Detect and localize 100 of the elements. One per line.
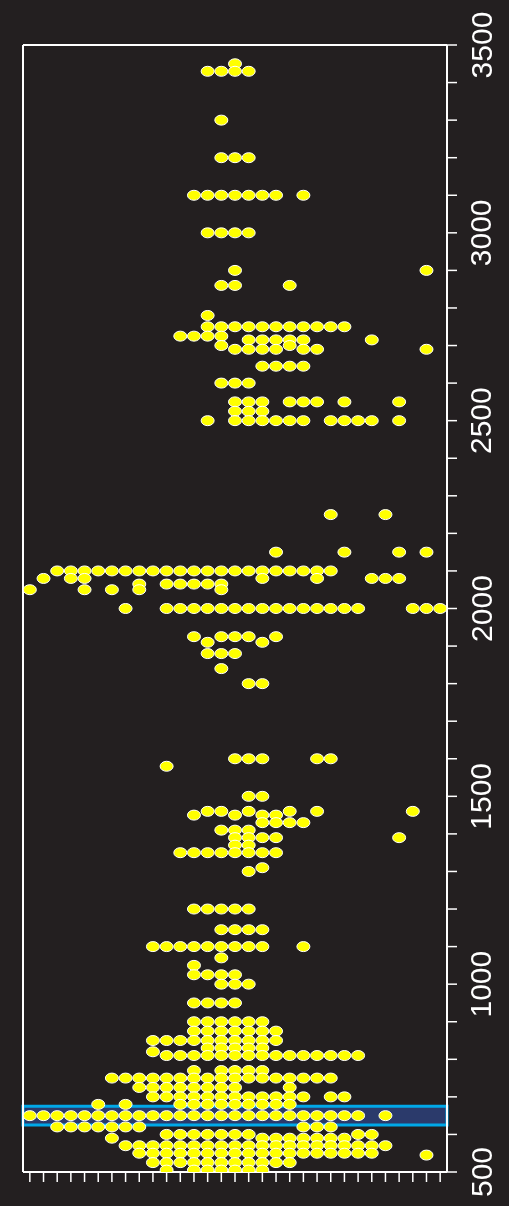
point <box>351 1050 366 1062</box>
point <box>186 1035 201 1047</box>
point <box>186 997 201 1009</box>
point <box>419 546 434 558</box>
point <box>228 1072 242 1084</box>
y-tick-label: 3000 <box>464 199 498 267</box>
point <box>228 903 242 915</box>
point <box>214 603 229 614</box>
point <box>186 330 201 342</box>
point <box>255 334 270 346</box>
point <box>269 1025 284 1037</box>
point <box>186 809 201 821</box>
point <box>145 941 160 953</box>
point <box>269 631 284 643</box>
point <box>173 330 188 342</box>
point <box>269 603 284 614</box>
point <box>241 415 256 427</box>
point <box>323 565 338 577</box>
point <box>310 396 325 408</box>
point <box>214 969 229 981</box>
point <box>296 321 311 333</box>
point <box>132 565 147 577</box>
point <box>392 396 407 408</box>
point <box>255 1050 270 1062</box>
point <box>132 1110 147 1122</box>
point <box>296 941 311 953</box>
point <box>351 415 366 427</box>
point <box>228 1025 242 1037</box>
point <box>132 584 147 596</box>
point <box>337 546 352 558</box>
point <box>323 415 338 427</box>
point <box>269 1072 284 1084</box>
point <box>310 753 325 765</box>
point <box>310 1050 325 1062</box>
point <box>241 1050 256 1062</box>
point <box>214 1098 229 1110</box>
point <box>392 415 407 427</box>
point <box>159 1091 174 1103</box>
point <box>228 1110 242 1122</box>
point <box>214 648 229 660</box>
point <box>214 805 229 817</box>
point <box>214 631 229 643</box>
point <box>214 279 229 291</box>
point <box>228 648 242 660</box>
point <box>91 1098 106 1110</box>
point <box>296 817 311 829</box>
point <box>241 1072 256 1084</box>
point <box>186 969 201 981</box>
point <box>104 1072 119 1084</box>
point <box>91 1121 106 1133</box>
point <box>23 1110 37 1122</box>
point <box>323 1121 338 1133</box>
point <box>296 1110 311 1122</box>
point <box>159 1035 174 1047</box>
point <box>241 377 256 389</box>
point <box>255 753 270 765</box>
point <box>241 1016 256 1028</box>
point <box>241 1128 256 1140</box>
point <box>186 603 201 614</box>
point <box>173 847 188 859</box>
point <box>419 264 434 276</box>
point <box>419 343 434 355</box>
point <box>214 1110 229 1122</box>
point <box>159 603 174 614</box>
y-tick-label: 2000 <box>464 575 498 642</box>
point <box>255 1025 270 1037</box>
point <box>255 1016 270 1028</box>
point <box>378 1110 393 1122</box>
point <box>200 969 215 981</box>
point <box>337 603 352 614</box>
point <box>364 334 379 346</box>
point <box>378 1140 393 1152</box>
point <box>91 1110 106 1122</box>
point <box>228 65 242 77</box>
point <box>269 1147 284 1159</box>
point <box>159 578 174 590</box>
point <box>145 1147 160 1159</box>
point <box>200 805 215 817</box>
point <box>282 1110 297 1122</box>
point <box>228 603 242 614</box>
point <box>323 1050 338 1062</box>
point <box>173 1072 188 1084</box>
point <box>296 565 311 577</box>
point <box>296 360 311 372</box>
point <box>214 997 229 1009</box>
point <box>186 631 201 643</box>
point <box>186 959 201 971</box>
point <box>186 1147 201 1159</box>
point <box>255 572 270 584</box>
point <box>186 1050 201 1062</box>
point <box>200 1016 215 1028</box>
point <box>214 1050 229 1062</box>
point <box>159 1081 174 1093</box>
point <box>104 584 119 596</box>
point <box>159 1128 174 1140</box>
point <box>145 1157 160 1169</box>
point <box>186 941 201 953</box>
point <box>405 805 420 817</box>
point <box>241 334 256 346</box>
point <box>282 360 297 372</box>
